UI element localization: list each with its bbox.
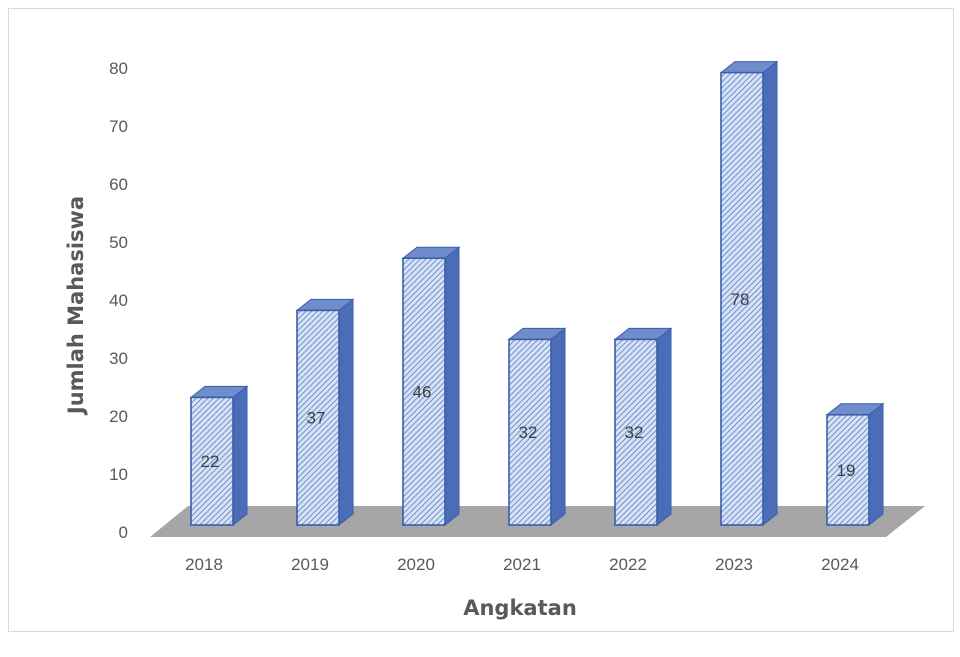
x-tick-label: 2022 — [609, 555, 647, 574]
data-label: 19 — [837, 461, 856, 480]
x-axis-ticks: 2018 2019 2020 2021 2022 2023 2024 — [185, 555, 859, 574]
x-tick-label: 2021 — [503, 555, 541, 574]
data-label: 22 — [201, 452, 220, 471]
x-tick-label: 2023 — [715, 555, 753, 574]
x-tick-label: 2024 — [821, 555, 859, 574]
y-tick-label: 60 — [109, 175, 128, 194]
data-label: 78 — [731, 290, 750, 309]
x-axis-title: Angkatan — [463, 596, 577, 620]
bar-side-face — [232, 385, 248, 527]
bar-side-face — [550, 327, 566, 527]
bar-2018: 22 — [189, 385, 249, 527]
bar-front-face — [614, 338, 658, 526]
bar-side-face — [444, 246, 460, 527]
y-axis-ticks: 0 10 20 30 40 50 60 70 80 — [109, 59, 128, 542]
bar-2021: 32 — [507, 327, 567, 527]
bar-front-face — [826, 413, 870, 526]
bars-group: 22 37 46 32 32 78 19 — [189, 60, 885, 527]
bar-2023: 78 — [719, 60, 779, 527]
data-label: 37 — [307, 409, 326, 428]
y-tick-label: 40 — [109, 291, 128, 310]
bar-side-face — [338, 298, 354, 527]
bar-front-face — [402, 257, 446, 526]
bar-front-face — [508, 338, 552, 526]
y-tick-label: 70 — [109, 117, 128, 136]
y-tick-label: 80 — [109, 59, 128, 78]
data-label: 46 — [413, 383, 432, 402]
bar-2022: 32 — [613, 327, 673, 527]
bar-2024: 19 — [825, 402, 885, 527]
bar-side-face — [868, 402, 884, 527]
x-tick-label: 2018 — [185, 555, 223, 574]
y-axis-title: Jumlah Mahasiswa — [64, 196, 88, 416]
bar-front-face — [190, 396, 234, 526]
y-tick-label: 30 — [109, 349, 128, 368]
data-label: 32 — [519, 423, 538, 442]
bar-side-face — [762, 60, 778, 527]
bar-2019: 37 — [295, 298, 355, 527]
x-tick-label: 2020 — [397, 555, 435, 574]
bar-2020: 46 — [401, 246, 461, 527]
x-tick-label: 2019 — [291, 555, 329, 574]
y-tick-label: 0 — [119, 523, 128, 542]
y-tick-label: 50 — [109, 233, 128, 252]
bar-front-face — [720, 71, 764, 526]
bar-front-face — [296, 309, 340, 526]
data-label: 32 — [625, 423, 644, 442]
y-tick-label: 10 — [109, 465, 128, 484]
y-tick-label: 20 — [109, 407, 128, 426]
bar-side-face — [656, 327, 672, 527]
